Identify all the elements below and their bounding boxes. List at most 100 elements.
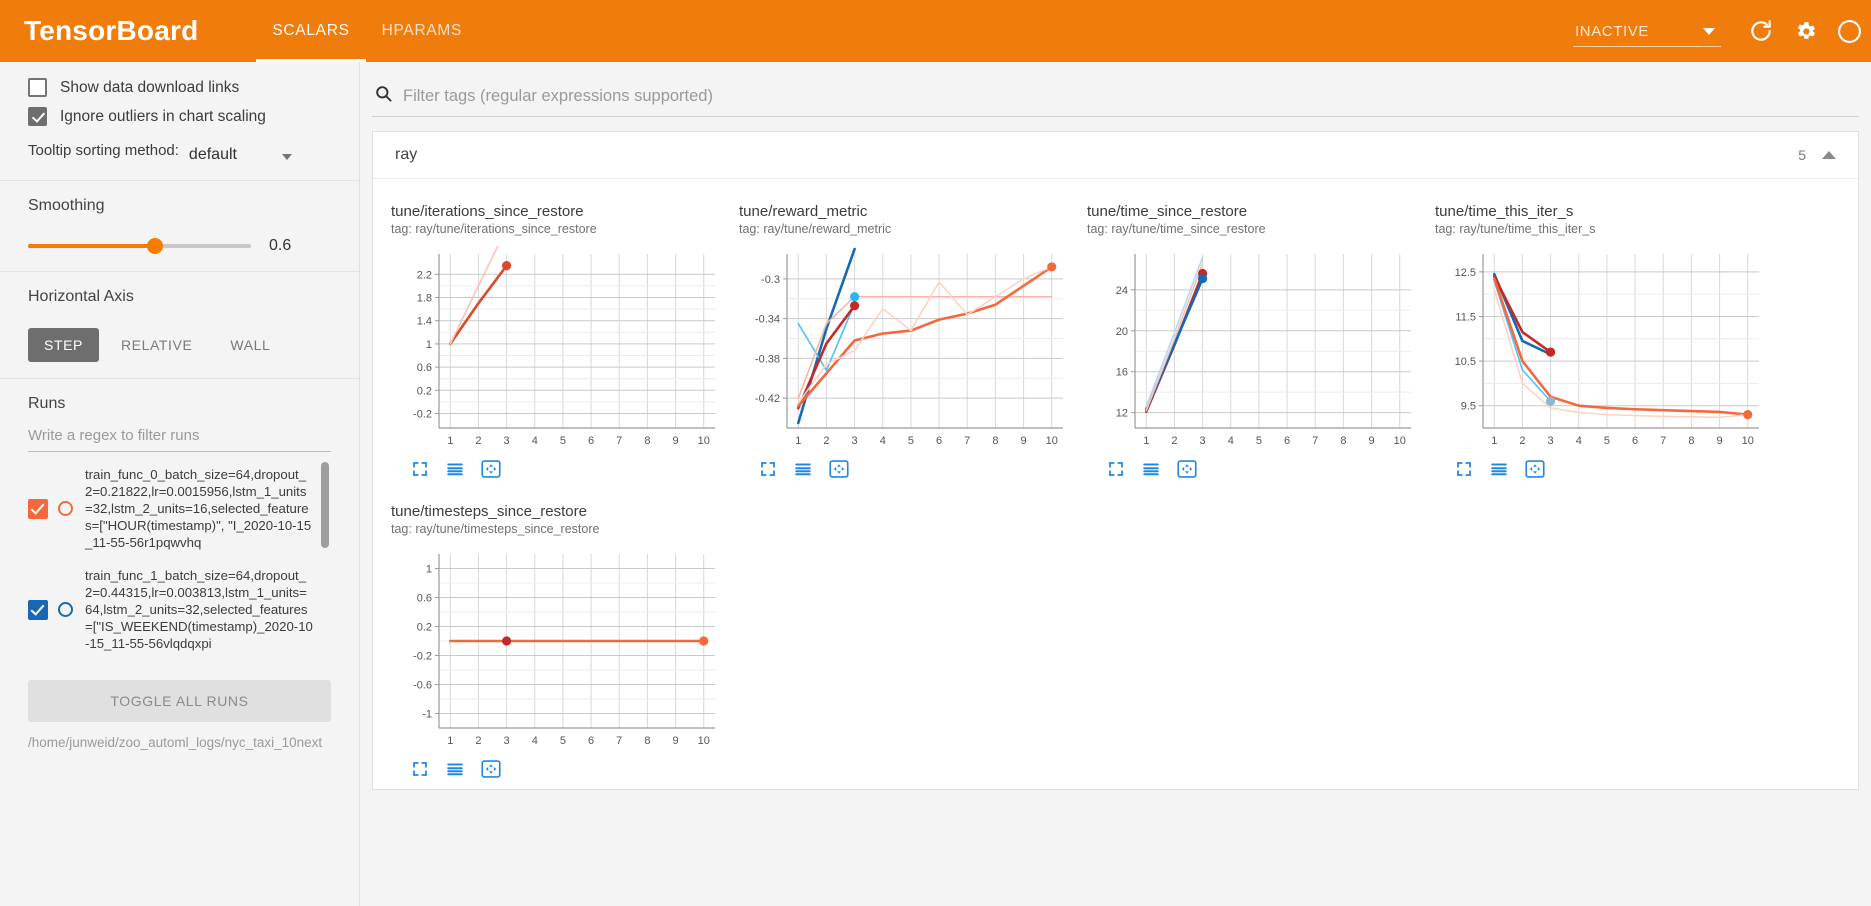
reload-mode-select[interactable]: INACTIVE bbox=[1573, 19, 1721, 47]
toggle-all-runs-button[interactable]: TOGGLE ALL RUNS bbox=[28, 680, 331, 722]
expand-icon[interactable] bbox=[411, 760, 429, 783]
tooltip-sorting-row: Tooltip sorting method: default bbox=[28, 142, 331, 164]
svg-text:10: 10 bbox=[1046, 435, 1058, 447]
svg-text:-0.42: -0.42 bbox=[755, 393, 780, 405]
svg-text:7: 7 bbox=[1660, 435, 1666, 447]
main-content: Filter tags (regular expressions support… bbox=[360, 62, 1871, 906]
expand-icon[interactable] bbox=[759, 460, 777, 483]
svg-text:9.5: 9.5 bbox=[1461, 401, 1476, 413]
svg-text:12.5: 12.5 bbox=[1455, 267, 1476, 279]
runs-scrollbar[interactable] bbox=[321, 462, 329, 548]
svg-text:8: 8 bbox=[1340, 435, 1346, 447]
chart-tag: tag: ray/tune/reward_metric bbox=[739, 222, 892, 236]
chart-tag: tag: ray/tune/time_since_restore bbox=[1087, 222, 1266, 236]
svg-text:7: 7 bbox=[1312, 435, 1318, 447]
reset-zoom-icon[interactable] bbox=[481, 760, 501, 783]
svg-text:-1: -1 bbox=[422, 709, 432, 721]
runs-filter-input[interactable]: Write a regex to filter runs bbox=[28, 427, 200, 444]
expand-icon[interactable] bbox=[1107, 460, 1125, 483]
help-icon[interactable] bbox=[1827, 9, 1871, 53]
toggle-lines-icon[interactable] bbox=[1489, 460, 1509, 483]
search-input[interactable]: Filter tags (regular expressions support… bbox=[403, 86, 713, 105]
runs-list[interactable]: train_func_0_batch_size=64,dropout_2=0.2… bbox=[28, 458, 331, 654]
run-checkbox[interactable] bbox=[28, 599, 48, 620]
smoothing-label: Smoothing bbox=[28, 197, 105, 214]
gear-icon[interactable] bbox=[1783, 9, 1827, 53]
svg-text:6: 6 bbox=[1632, 435, 1638, 447]
chart-card: tune/time_since_restore tag: ray/tune/tim… bbox=[1077, 189, 1425, 489]
field-underline bbox=[28, 451, 331, 452]
svg-text:1: 1 bbox=[426, 339, 432, 351]
toggle-lines-icon[interactable] bbox=[445, 460, 465, 483]
svg-text:5: 5 bbox=[560, 735, 566, 747]
tab-scalars[interactable]: SCALARS bbox=[256, 0, 366, 62]
svg-text:4: 4 bbox=[532, 435, 538, 447]
chart-plot[interactable]: -0.2 0.2 0.6 1 1.4 1.8 2.2 1 2 3 4 5 6 7 8 9 10 bbox=[391, 246, 721, 454]
chart-toolbar bbox=[759, 460, 1077, 483]
svg-text:10: 10 bbox=[1742, 435, 1754, 447]
reset-zoom-icon[interactable] bbox=[481, 460, 501, 483]
svg-text:5: 5 bbox=[560, 435, 566, 447]
ignore-outliers-row[interactable]: Ignore outliers in chart scaling bbox=[28, 107, 331, 126]
smoothing-slider-knob[interactable] bbox=[147, 238, 164, 254]
refresh-icon[interactable] bbox=[1739, 9, 1783, 53]
sidebar-options-section: Show data download links Ignore outliers… bbox=[0, 62, 359, 181]
list-item[interactable]: train_func_0_batch_size=64,dropout_2=0.2… bbox=[28, 458, 313, 559]
tag-group-header[interactable]: ray 5 bbox=[373, 132, 1858, 179]
expand-icon[interactable] bbox=[1455, 460, 1473, 483]
smoothing-slider[interactable] bbox=[28, 238, 251, 254]
run-color-dot[interactable] bbox=[58, 602, 73, 617]
toggle-lines-icon[interactable] bbox=[793, 460, 813, 483]
toggle-lines-icon[interactable] bbox=[445, 760, 465, 783]
svg-text:12: 12 bbox=[1116, 408, 1128, 420]
tab-hparams[interactable]: HPARAMS bbox=[381, 22, 463, 39]
chart-plot[interactable]: 9.5 10.5 11.5 12.5 1 2 3 4 5 6 7 8 9 10 bbox=[1435, 246, 1765, 454]
chart-plot[interactable]: 12 16 20 24 1 2 3 4 5 6 7 8 9 10 bbox=[1087, 246, 1417, 454]
logdir-path: /home/junweid/zoo_automl_logs/nyc_taxi_1… bbox=[28, 735, 323, 750]
run-checkbox[interactable] bbox=[28, 498, 48, 519]
svg-text:7: 7 bbox=[964, 435, 970, 447]
svg-text:24: 24 bbox=[1116, 285, 1128, 297]
reset-zoom-icon[interactable] bbox=[1177, 460, 1197, 483]
chart-card: tune/iterations_since_restore tag: ray/tu… bbox=[381, 189, 729, 489]
chevron-down-icon bbox=[281, 154, 292, 160]
svg-text:4: 4 bbox=[1228, 435, 1234, 447]
chart-title: tune/reward_metric bbox=[739, 203, 868, 220]
svg-text:9: 9 bbox=[673, 735, 679, 747]
svg-text:10: 10 bbox=[698, 735, 710, 747]
svg-text:5: 5 bbox=[1604, 435, 1610, 447]
chart-title: tune/timesteps_since_restore bbox=[391, 503, 587, 520]
axis-option-step[interactable]: STEP bbox=[28, 328, 99, 362]
sidebar: Show data download links Ignore outliers… bbox=[0, 62, 360, 906]
expand-icon[interactable] bbox=[411, 460, 429, 483]
smoothing-value-field[interactable]: 0.6 bbox=[269, 237, 331, 255]
svg-text:9: 9 bbox=[1717, 435, 1723, 447]
chevron-up-icon[interactable] bbox=[1822, 151, 1836, 159]
svg-text:7: 7 bbox=[616, 435, 622, 447]
show-download-links-row[interactable]: Show data download links bbox=[28, 78, 331, 97]
chart-plot[interactable]: -0.42 -0.38 -0.34 -0.3 1 2 3 4 5 6 7 8 9 10 bbox=[739, 246, 1069, 454]
app-header: TensorBoard SCALARS HPARAMS INACTIVE bbox=[0, 0, 1871, 62]
toggle-lines-icon[interactable] bbox=[1141, 460, 1161, 483]
list-item[interactable]: train_func_1_batch_size=64,dropout_2=0.4… bbox=[28, 559, 313, 654]
svg-text:-0.3: -0.3 bbox=[761, 274, 780, 286]
svg-text:1: 1 bbox=[426, 564, 432, 576]
tooltip-sorting-select[interactable]: default bbox=[189, 146, 294, 164]
tag-filter-row[interactable]: Filter tags (regular expressions support… bbox=[372, 76, 1859, 117]
reset-zoom-icon[interactable] bbox=[829, 460, 849, 483]
axis-option-relative[interactable]: RELATIVE bbox=[120, 337, 193, 353]
svg-text:10: 10 bbox=[1394, 435, 1406, 447]
show-download-links-checkbox[interactable] bbox=[28, 78, 47, 97]
svg-text:10: 10 bbox=[698, 435, 710, 447]
axis-option-wall[interactable]: WALL bbox=[230, 337, 271, 353]
svg-text:3: 3 bbox=[1200, 435, 1206, 447]
ignore-outliers-checkbox[interactable] bbox=[28, 107, 47, 126]
svg-text:1: 1 bbox=[447, 435, 453, 447]
chart-plot[interactable]: -1 -0.6 -0.2 0.2 0.6 1 1 2 3 4 5 6 7 8 9 10 bbox=[391, 546, 721, 754]
run-color-dot[interactable] bbox=[58, 501, 73, 516]
reset-zoom-icon[interactable] bbox=[1525, 460, 1545, 483]
svg-text:8: 8 bbox=[992, 435, 998, 447]
chart-title: tune/iterations_since_restore bbox=[391, 203, 584, 220]
run-label: train_func_1_batch_size=64,dropout_2=0.4… bbox=[85, 568, 313, 651]
svg-text:-0.2: -0.2 bbox=[413, 651, 432, 663]
